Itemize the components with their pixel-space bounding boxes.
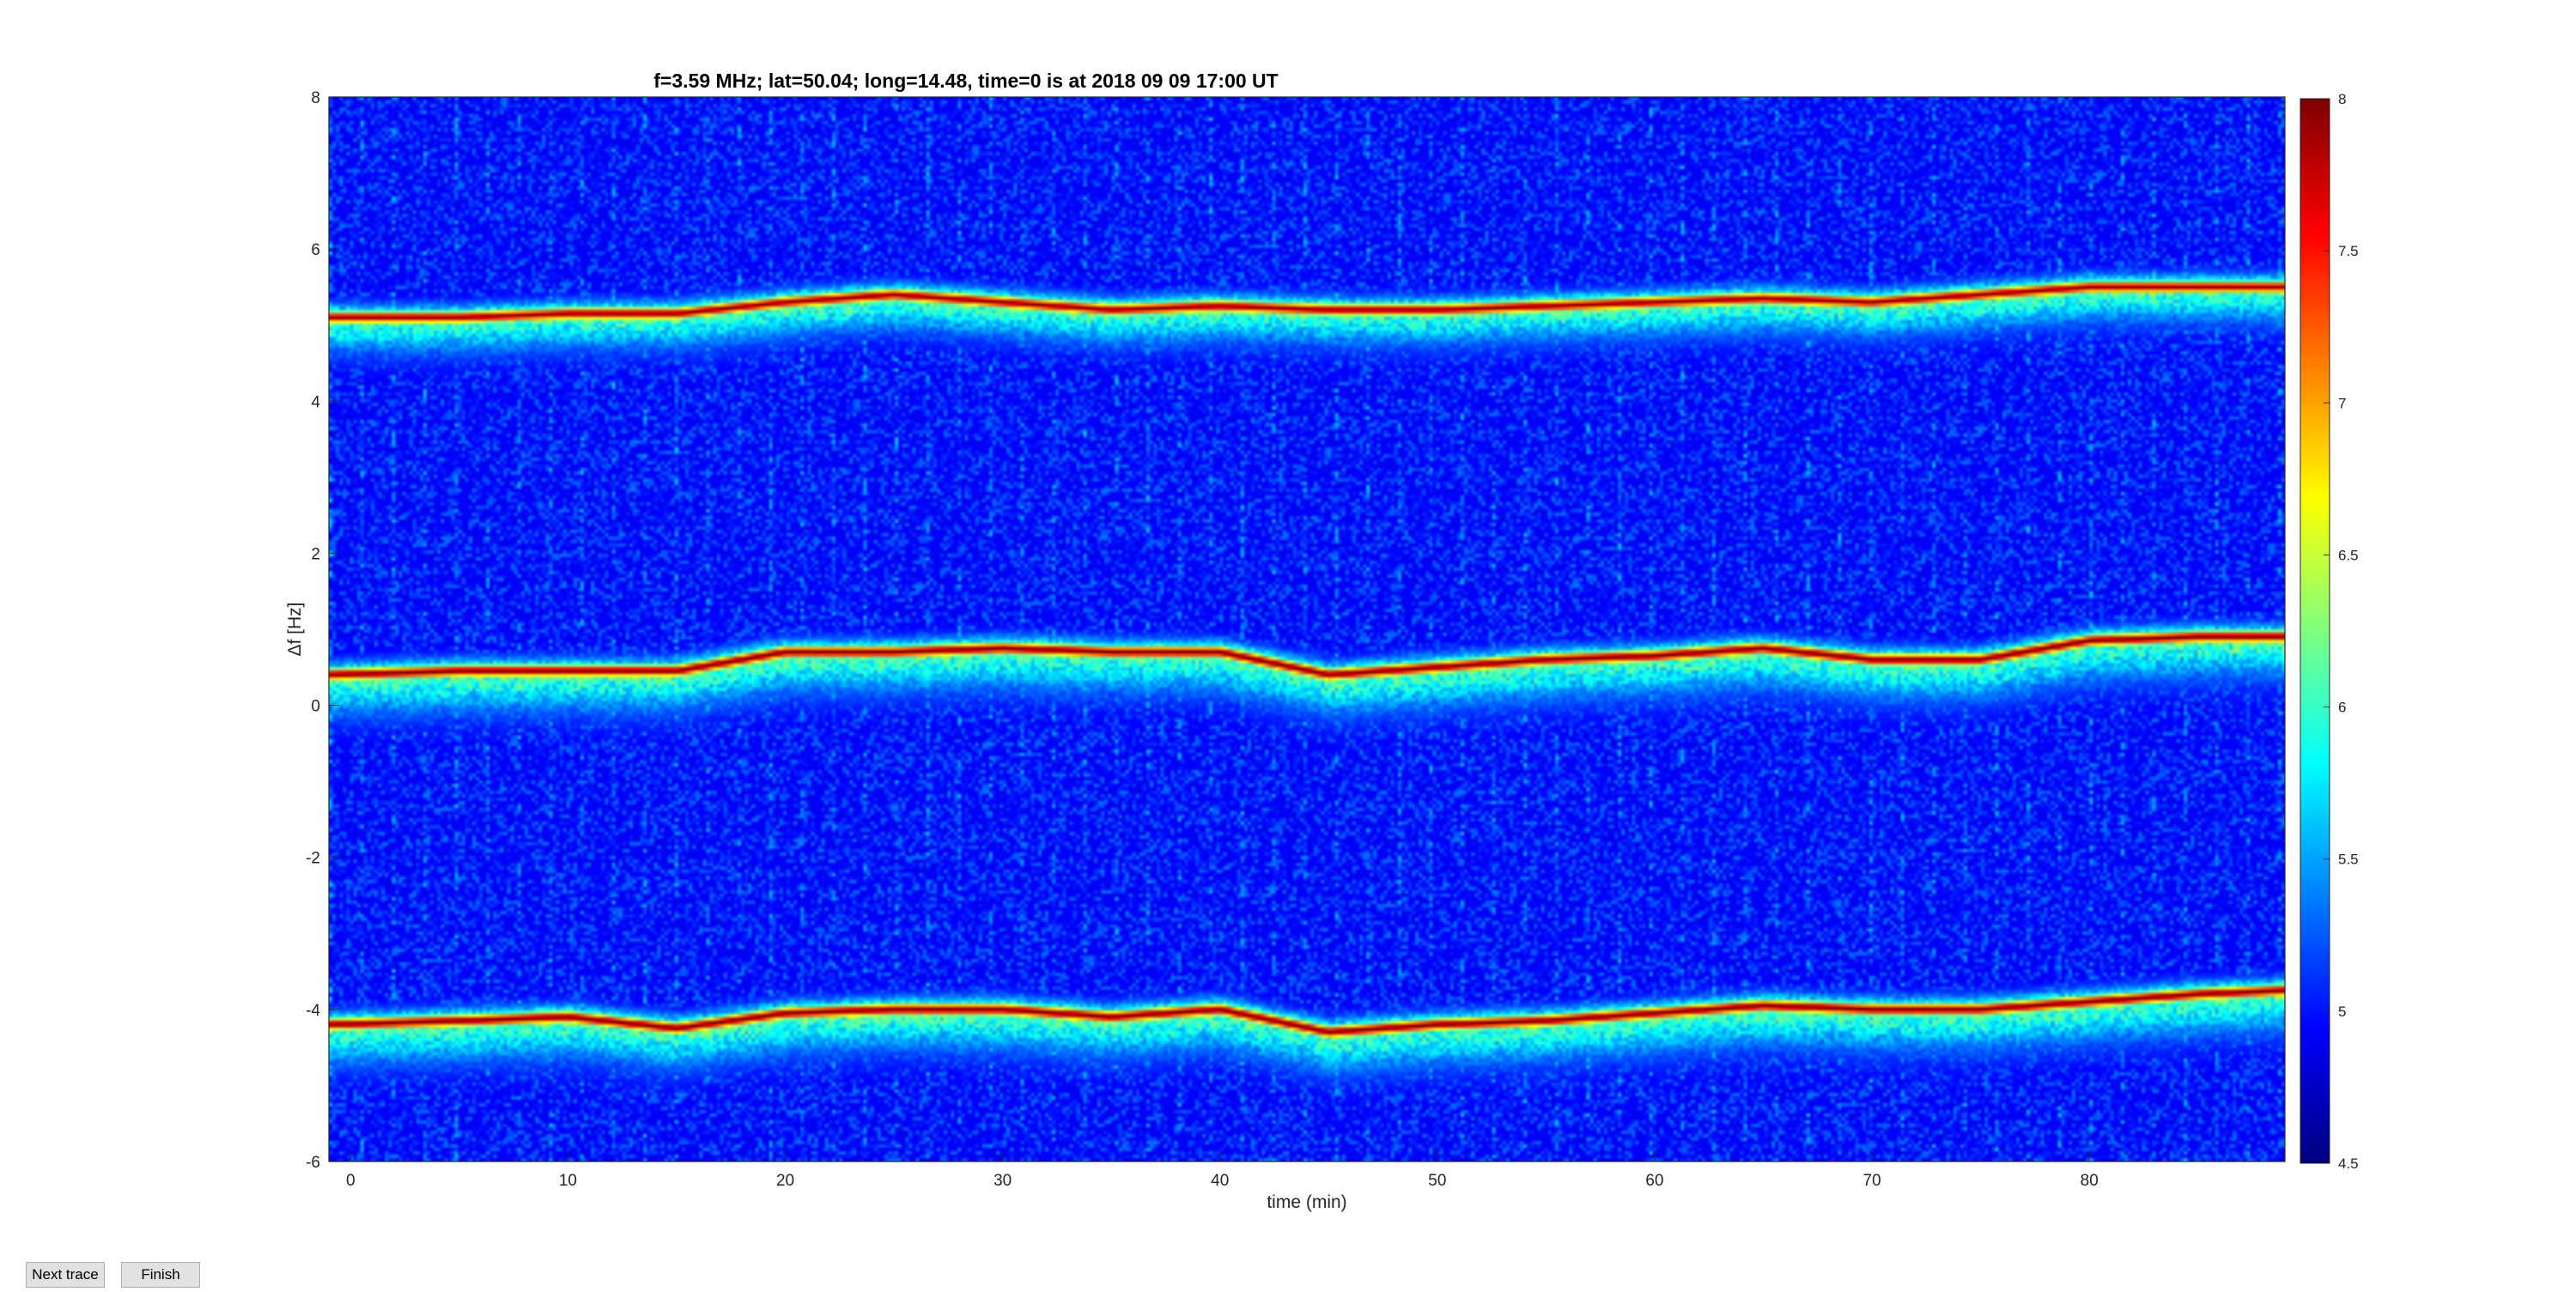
plot-title: f=3.59 MHz; lat=50.04; long=14.48, time=… <box>653 70 1278 92</box>
y-tick-label: -6 <box>306 1154 320 1172</box>
y-tick-label: -4 <box>306 1002 320 1020</box>
y-tick-label: 6 <box>311 241 320 259</box>
finish-button[interactable]: Finish <box>121 1262 200 1288</box>
spectrogram-heatmap <box>329 97 2285 1162</box>
colorbar-gradient <box>2300 99 2330 1163</box>
trace-line-3 <box>328 989 2286 1034</box>
x-tick-label: 10 <box>559 1172 577 1190</box>
colorbar-tick-label: 6 <box>2338 700 2346 716</box>
plot-area <box>328 96 2286 1162</box>
y-tick-label: 8 <box>311 89 320 107</box>
y-tick-label: 2 <box>311 545 320 563</box>
trace-line-1 <box>329 285 2285 319</box>
x-tick-label: 0 <box>346 1172 355 1190</box>
plot-frame <box>328 96 2286 1162</box>
y-axis-title: Δf [Hz] <box>285 602 305 656</box>
x-tick-label: 80 <box>2081 1172 2099 1190</box>
colorbar-tick-label: 5.5 <box>2338 852 2359 868</box>
colorbar-tick-label: 8 <box>2338 91 2346 107</box>
colorbar-tick-label: 4.5 <box>2338 1156 2359 1172</box>
x-tick-label: 70 <box>1863 1172 1881 1190</box>
y-tick-label: -2 <box>306 850 320 868</box>
colorbar-tick-label: 7.5 <box>2338 243 2359 259</box>
next-trace-button[interactable]: Next trace <box>26 1262 105 1288</box>
x-tick-label: 30 <box>993 1172 1012 1190</box>
y-axis: -6 -4 -2 0 2 4 6 8 <box>306 89 339 1172</box>
trace-line-2 <box>328 635 2285 676</box>
colorbar: 4.5 5 5.5 6 6.5 7 7.5 8 <box>2300 91 2359 1172</box>
colorbar-tick-label: 6.5 <box>2338 547 2359 563</box>
trace-marks <box>328 285 2286 1034</box>
x-tick-label: 40 <box>1211 1172 1229 1190</box>
y-tick-label: 0 <box>311 698 320 716</box>
x-tick-label: 50 <box>1428 1172 1446 1190</box>
colorbar-tick-label: 5 <box>2338 1004 2346 1020</box>
colorbar-ticks: 4.5 5 5.5 6 6.5 7 7.5 8 <box>2324 91 2359 1172</box>
colorbar-frame <box>2300 98 2330 1164</box>
x-tick-label: 20 <box>776 1172 794 1190</box>
y-tick-label: 4 <box>311 393 320 411</box>
x-axis-title: time (min) <box>1267 1192 1346 1212</box>
colorbar-tick-label: 7 <box>2338 395 2346 411</box>
x-tick-label: 60 <box>1645 1172 1663 1190</box>
x-axis: 0 10 20 30 40 50 60 70 80 <box>346 1151 2099 1190</box>
